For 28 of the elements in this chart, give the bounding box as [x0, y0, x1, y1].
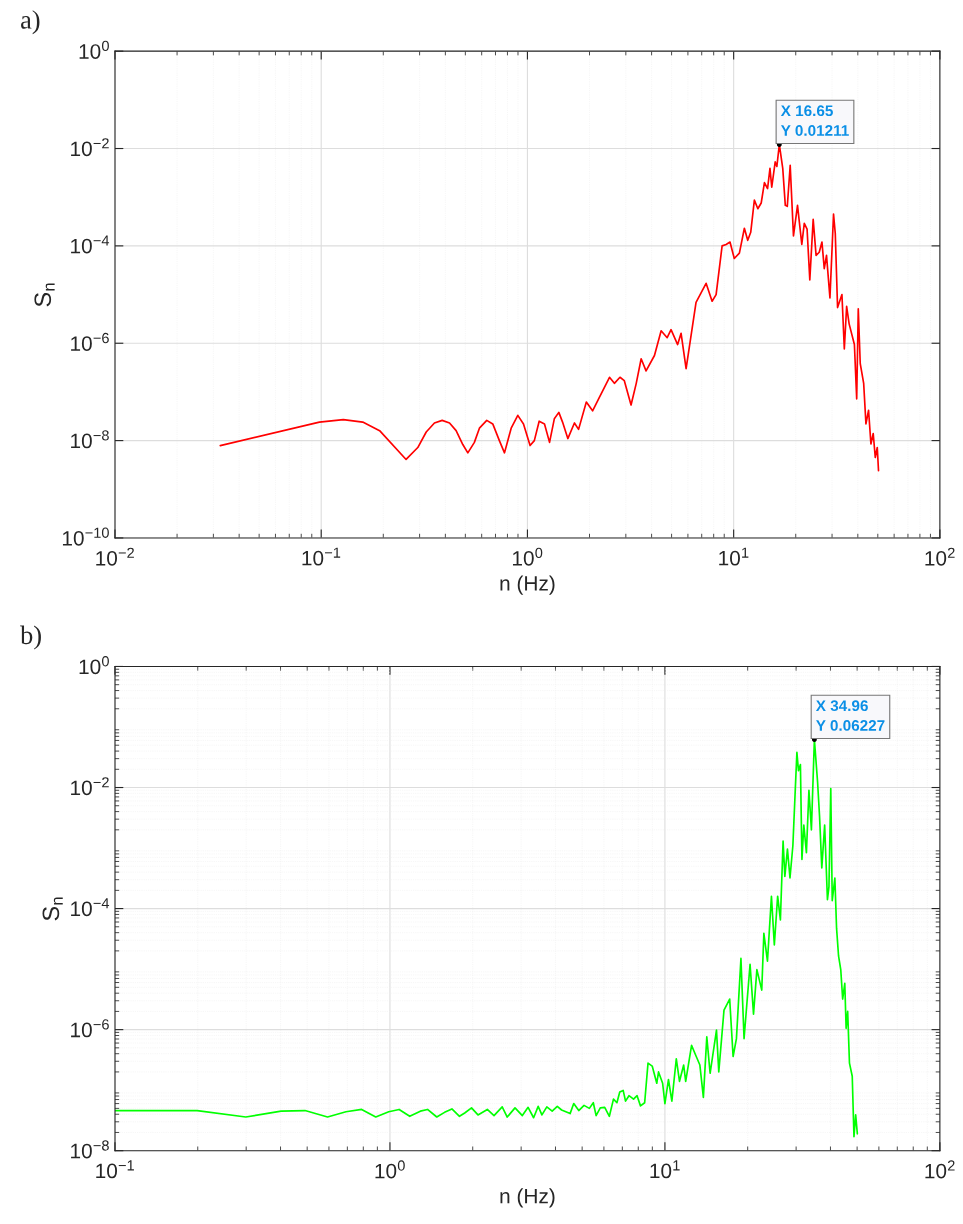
- y-tick-label: 10$^{0}$: [79, 40, 109, 59]
- x-tick-label: 10$^{−2}$: [96, 547, 134, 566]
- y-tick-label: 10$^{−4}$: [71, 235, 110, 254]
- y-tick-label: 10$^{−8}$: [71, 1140, 109, 1159]
- y-tick-label: 10$^{−10}$: [62, 527, 109, 546]
- y-axis-title: S$_{n}$: [34, 283, 55, 307]
- x-tick-label: 10$^{−1}$: [96, 1160, 134, 1179]
- chart-title: b): [20, 625, 41, 650]
- annotation: X 34.96 Y 0.06227: [815, 700, 885, 731]
- y-tick-label: 10$^{0}$: [79, 656, 109, 675]
- y-tick-label: 10$^{−2}$: [71, 777, 109, 796]
- annotation: X 16.65 Y 0.01211: [780, 105, 849, 136]
- x-tick-label: 10$^{0}$: [375, 1160, 405, 1179]
- x-tick-label: 10$^{1}$: [650, 1160, 680, 1179]
- y-axis-title: S$_{n}$: [42, 897, 63, 921]
- x-tick-label: 10$^{2}$: [925, 547, 955, 566]
- x-tick-label: 10$^{2}$: [925, 1160, 955, 1179]
- y-tick-label: 10$^{−6}$: [71, 1019, 109, 1038]
- chart-title: a): [21, 10, 40, 35]
- y-tick-label: 10$^{−6}$: [71, 332, 109, 351]
- x-tick-label: 10$^{−1}$: [302, 547, 341, 566]
- x-axis-title: n (Hz): [500, 575, 555, 595]
- y-tick-label: 10$^{−2}$: [71, 138, 109, 157]
- x-tick-label: 10$^{1}$: [719, 547, 749, 566]
- y-tick-label: 10$^{−4}$: [71, 898, 110, 917]
- y-tick-label: 10$^{−8}$: [71, 430, 109, 449]
- x-tick-label: 10$^{0}$: [512, 547, 543, 566]
- x-axis-title: n (Hz): [500, 1188, 555, 1208]
